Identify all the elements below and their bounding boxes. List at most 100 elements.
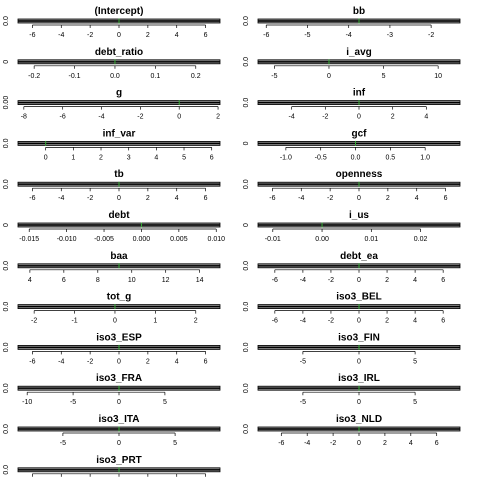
x-tick-label: 14	[196, 277, 204, 284]
panel-inf: inf 0.0 -4 -2 0 2 4	[243, 88, 461, 121]
x-tick-label: 0	[117, 32, 121, 39]
x-tick-label: -6	[278, 440, 284, 447]
x-tick-label: 6	[441, 318, 445, 325]
x-tick-label: 5	[182, 154, 186, 161]
x-tick-label: -2	[87, 358, 93, 365]
panel-i-avg: i_avg 0.0 -5 0 5 10	[243, 47, 461, 80]
x-tick-label: 0.010	[207, 236, 225, 243]
y-axis-label: 0.0	[243, 342, 250, 352]
x-tick-label: 5	[382, 73, 386, 80]
x-tick-label: -4	[58, 195, 64, 202]
x-tick-label: 4	[415, 195, 419, 202]
x-tick-label: 5	[173, 440, 177, 447]
x-tick-label: 0	[357, 440, 361, 447]
panel-iso3-esp: iso3_ESP 0.0 -6 -4 -2 0 2 4 6	[3, 332, 221, 365]
panel-title: iso3_BEL	[336, 292, 382, 303]
x-tick-label: 6	[204, 358, 208, 365]
x-tick-label: -4	[300, 277, 306, 284]
x-tick-label: -6	[269, 195, 275, 202]
x-tick-label: 3	[127, 154, 131, 161]
y-axis-label: 0.0	[3, 261, 10, 271]
x-tick-label: 0	[177, 114, 181, 121]
x-tick-label: 0	[117, 358, 121, 365]
x-tick-label: 6	[204, 32, 208, 39]
x-tick-label: 2	[391, 114, 395, 121]
x-tick-label: -3	[387, 32, 393, 39]
panel-title: i_us	[349, 210, 369, 221]
panel-title: debt_ea	[340, 251, 378, 262]
panel-title: baa	[110, 251, 128, 262]
x-tick-label: 4	[413, 318, 417, 325]
x-tick-label: -6	[263, 32, 269, 39]
panel-title: iso3_NLD	[336, 414, 382, 425]
y-axis-label: 0.0	[243, 261, 250, 271]
x-tick-label: -0.5	[315, 154, 327, 161]
x-tick-label: 6	[441, 277, 445, 284]
y-axis-label: 0.0	[3, 138, 10, 148]
panel-title: debt_ratio	[95, 47, 143, 58]
x-tick-label: -6	[29, 195, 35, 202]
x-tick-label: 2	[146, 195, 150, 202]
x-tick-label: 0.02	[414, 236, 428, 243]
panel-baa: baa 0.0 4 6 8 10 12 14	[3, 251, 221, 284]
panel-iso3-nld: iso3_NLD 0.0 -6 -4 -2 0 2 4 6	[243, 414, 461, 447]
y-axis-label: 0.0	[3, 342, 10, 352]
x-tick-label: -4	[304, 440, 310, 447]
x-tick-label: 4	[424, 114, 428, 121]
panel-title: iso3_PRT	[96, 455, 142, 466]
x-tick-label: 0	[44, 154, 48, 161]
x-tick-label: 2	[146, 32, 150, 39]
x-tick-label: 2	[383, 440, 387, 447]
x-tick-label: -4	[98, 114, 104, 121]
x-tick-label: 8	[96, 277, 100, 284]
x-tick-label: 5	[163, 399, 167, 406]
x-tick-label: -2	[328, 318, 334, 325]
x-tick-label: -2	[87, 195, 93, 202]
panel-openness: openness 0.0 -6 -4 -2 0 2 4 6	[243, 169, 461, 202]
panel-title: openness	[336, 169, 383, 180]
x-tick-label: 10	[128, 277, 136, 284]
x-tick-label: -5	[271, 73, 277, 80]
x-tick-label: -2	[328, 277, 334, 284]
x-tick-label: 1.0	[420, 154, 430, 161]
x-tick-label: -0.01	[265, 236, 281, 243]
x-tick-label: -2	[322, 114, 328, 121]
y-axis-label: 0	[3, 60, 10, 64]
x-tick-label: 0	[357, 114, 361, 121]
x-tick-label: -2	[87, 32, 93, 39]
x-tick-label: 0.5	[385, 154, 395, 161]
x-tick-label: -6	[272, 277, 278, 284]
x-tick-label: -0.015	[19, 236, 39, 243]
panel-title: (Intercept)	[95, 6, 144, 17]
x-tick-label: 0	[357, 195, 361, 202]
y-axis-label: 0.0	[3, 465, 10, 475]
x-tick-label: 0	[357, 358, 361, 365]
panel-title: iso3_ESP	[96, 332, 142, 343]
x-tick-label: 0.00	[315, 236, 329, 243]
panel-title: iso3_FRA	[96, 373, 142, 384]
panel-iso3-fin: iso3_FIN 0.0 -5 0 5	[243, 332, 461, 365]
x-tick-label: 10	[434, 73, 442, 80]
x-tick-label: -2	[327, 195, 333, 202]
x-tick-label: -5	[300, 399, 306, 406]
panel-iso3-bel: iso3_BEL 0.0 -6 -4 -2 0 2 4 6	[243, 292, 461, 325]
panel-gcf: gcf 0 -1.0 -0.5 0.0 0.5 1.0	[243, 128, 461, 161]
x-tick-label: -5	[70, 399, 76, 406]
x-tick-label: 0.01	[365, 236, 379, 243]
x-tick-label: -10	[22, 399, 32, 406]
x-tick-label: 0.000	[133, 236, 151, 243]
panel-iso3-ita: iso3_ITA 0.0 -5 0 5	[3, 414, 221, 447]
panel-title: iso3_IRL	[338, 373, 380, 384]
x-tick-label: -6	[60, 114, 66, 121]
x-tick-label: 0	[117, 399, 121, 406]
panel-i-us: i_us 0 -0.01 0.00 0.01 0.02	[243, 210, 461, 243]
panel-bb: bb 0.0 -6 -5 -4 -3 -2	[243, 6, 461, 39]
panel-title: gcf	[352, 128, 368, 139]
x-tick-label: 6	[210, 154, 214, 161]
x-tick-label: 0.1	[150, 73, 160, 80]
y-axis-label: 0.0	[3, 179, 10, 189]
x-tick-label: -4	[346, 32, 352, 39]
panel-tb: tb 0.0 -6 -4 -2 0 2 4 6	[3, 169, 221, 202]
